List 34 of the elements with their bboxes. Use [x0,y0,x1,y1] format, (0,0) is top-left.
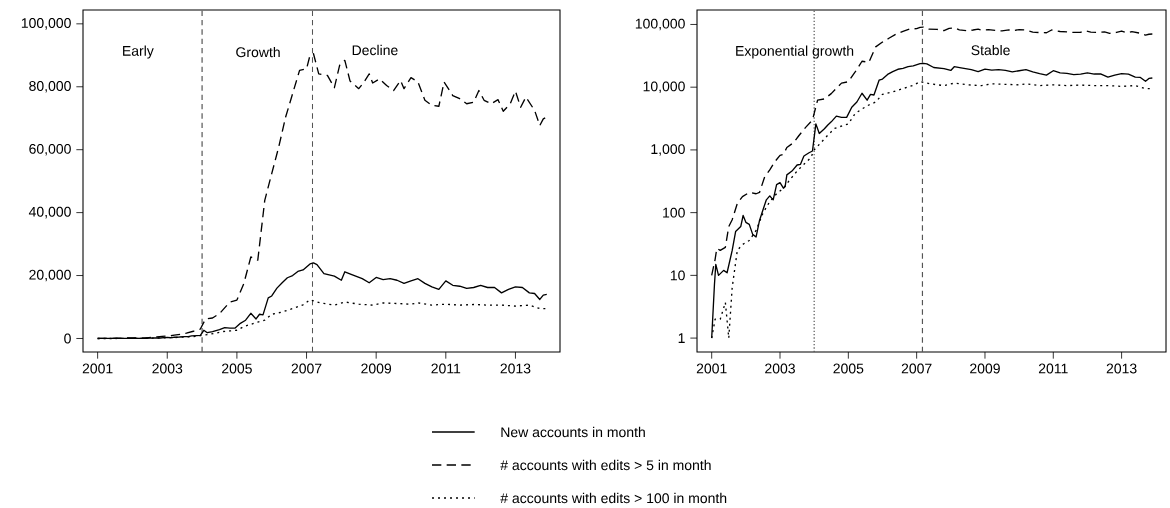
x-tick-label: 2011 [1038,363,1068,374]
x-tick-label: 2001 [82,363,113,374]
x-tick-label: 2013 [500,363,531,374]
annotation: Exponential growth [736,45,854,59]
y-tick-label: 60,000 [29,143,71,156]
x-tick-label: 2013 [1106,363,1137,374]
y-tick-label: 1 [678,333,685,343]
x-tick-label: 2003 [765,363,795,374]
x-tick-label: 2001 [696,363,727,374]
legend-label: # accounts with edits > 5 in month [500,459,711,471]
y-tick-label: 100,000 [635,18,685,31]
x-tick-label: 2009 [361,363,392,374]
legend-label: # accounts with edits > 100 in month [500,492,727,504]
y-tick-label: 20,000 [29,269,71,282]
y-tick-label: 100,000 [21,18,71,30]
annotation: Growth [236,46,280,58]
y-tick-label: 1,000 [651,144,685,156]
y-tick-label: 0 [64,333,71,344]
x-tick-label: 2007 [901,363,932,374]
annotation: Stable [971,44,1010,56]
annotation: Decline [352,44,398,56]
x-tick-label: 2011 [431,363,461,374]
x-tick-label: 2007 [291,363,322,374]
y-tick-label: 80,000 [29,80,71,93]
y-tick-label: 100 [663,207,685,218]
x-tick-label: 2005 [833,363,864,374]
annotation: Early [123,45,154,59]
x-tick-label: 2009 [970,363,1000,374]
legend-label: New accounts in month [501,426,645,438]
x-tick-label: 2003 [152,363,183,374]
y-tick-label: 10 [670,270,685,281]
y-tick-label: 10,000 [643,81,685,93]
x-tick-label: 2005 [222,363,252,374]
y-tick-label: 40,000 [28,206,71,219]
